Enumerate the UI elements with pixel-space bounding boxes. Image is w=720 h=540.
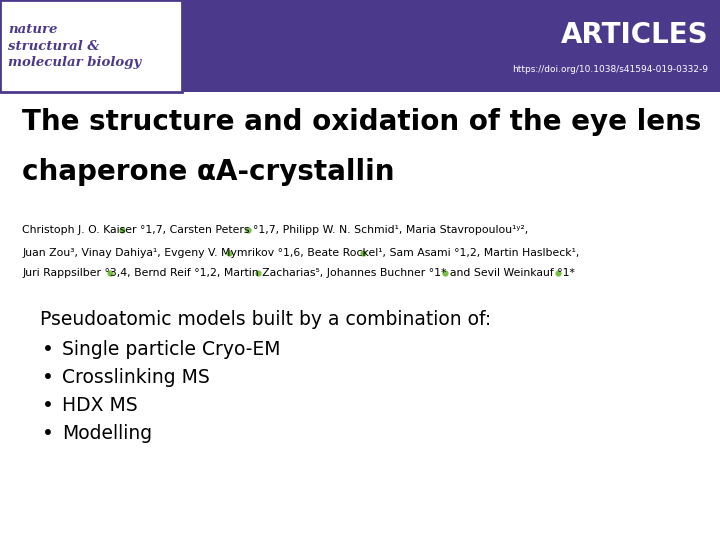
- Text: •: •: [42, 340, 54, 359]
- Text: Juan Zou³, Vinay Dahiya¹, Evgeny V. Mymrikov °1,6, Beate Rockel¹, Sam Asami °1,2: Juan Zou³, Vinay Dahiya¹, Evgeny V. Mymr…: [22, 248, 580, 258]
- Bar: [0, 0, 720, 92]
- Bar: [0, 0, 182, 92]
- Text: Single particle Cryo-EM: Single particle Cryo-EM: [62, 340, 281, 359]
- Text: Juri Rappsilber °3,4, Bernd Reif °1,2, Martin Zacharias⁵, Johannes Buchner °1* a: Juri Rappsilber °3,4, Bernd Reif °1,2, M…: [22, 268, 575, 278]
- Text: Christoph J. O. Kaiser °1,7, Carsten Peters °1,7, Philipp W. N. Schmid¹, Maria S: Christoph J. O. Kaiser °1,7, Carsten Pet…: [22, 225, 528, 235]
- Text: nature
structural &
molecular biology: nature structural & molecular biology: [8, 23, 141, 69]
- Text: Pseudoatomic models built by a combination of:: Pseudoatomic models built by a combinati…: [40, 310, 491, 329]
- Text: chaperone αA-crystallin: chaperone αA-crystallin: [22, 158, 395, 186]
- Text: •: •: [42, 368, 54, 387]
- Text: HDX MS: HDX MS: [62, 396, 138, 415]
- Text: The structure and oxidation of the eye lens: The structure and oxidation of the eye l…: [22, 108, 701, 136]
- Text: Crosslinking MS: Crosslinking MS: [62, 368, 210, 387]
- Text: •: •: [42, 396, 54, 415]
- Text: Modelling: Modelling: [62, 424, 152, 443]
- Text: https://doi.org/10.1038/s41594-019-0332-9: https://doi.org/10.1038/s41594-019-0332-…: [512, 65, 708, 75]
- Text: ARTICLES: ARTICLES: [560, 21, 708, 49]
- Text: •: •: [42, 424, 54, 443]
